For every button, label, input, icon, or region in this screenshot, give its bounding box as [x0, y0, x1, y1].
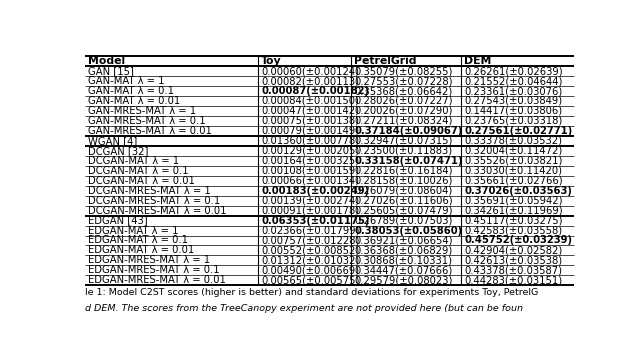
Text: 0.45117(±0.03275): 0.45117(±0.03275) — [464, 216, 563, 225]
Text: 0.37026(±0.03563): 0.37026(±0.03563) — [464, 185, 572, 196]
Text: 0.00565(±0.00575): 0.00565(±0.00575) — [261, 276, 360, 285]
Text: 0.00060(±0.00124): 0.00060(±0.00124) — [261, 66, 360, 76]
Text: 0.00075(±0.00138): 0.00075(±0.00138) — [261, 116, 360, 126]
Text: d DEM. The scores from the TreeCanopy experiment are not provided here (but can : d DEM. The scores from the TreeCanopy ex… — [85, 303, 523, 313]
Text: 0.42613(±0.03538): 0.42613(±0.03538) — [464, 256, 563, 265]
Text: EDGAN-MRES-MAT λ = 1: EDGAN-MRES-MAT λ = 1 — [88, 256, 210, 265]
Text: GAN [15]: GAN [15] — [88, 66, 134, 76]
Text: GAN-MAT λ = 0.01: GAN-MAT λ = 0.01 — [88, 96, 180, 106]
Text: 0.23500(±0.11883): 0.23500(±0.11883) — [354, 146, 452, 156]
Text: 0.00091(±0.00178): 0.00091(±0.00178) — [261, 205, 360, 216]
Text: 0.33158(±0.07471): 0.33158(±0.07471) — [354, 156, 463, 166]
Text: 0.00087(±0.00182): 0.00087(±0.00182) — [261, 86, 369, 96]
Text: 0.42583(±0.03558): 0.42583(±0.03558) — [464, 225, 563, 236]
Text: 0.36368(±0.06829): 0.36368(±0.06829) — [354, 245, 452, 256]
Text: 0.00082(±0.00113): 0.00082(±0.00113) — [261, 76, 360, 86]
Text: 0.00552(±0.00852): 0.00552(±0.00852) — [261, 245, 360, 256]
Text: 0.00183(±0.00249): 0.00183(±0.00249) — [261, 185, 369, 196]
Text: 0.33030(±0.11420): 0.33030(±0.11420) — [464, 166, 562, 176]
Text: Toy: Toy — [261, 56, 282, 66]
Text: 0.02366(±0.01799): 0.02366(±0.01799) — [261, 225, 360, 236]
Text: 0.34447(±0.07666): 0.34447(±0.07666) — [354, 265, 452, 276]
Text: 0.00757(±0.01228): 0.00757(±0.01228) — [261, 236, 360, 245]
Text: EDGAN-MRES-MAT λ = 0.01: EDGAN-MRES-MAT λ = 0.01 — [88, 276, 226, 285]
Text: 0.00490(±0.00669): 0.00490(±0.00669) — [261, 265, 360, 276]
Text: 0.26789(±0.07503): 0.26789(±0.07503) — [354, 216, 452, 225]
Text: 0.28158(±0.10026): 0.28158(±0.10026) — [354, 176, 452, 186]
Text: DEM: DEM — [464, 56, 492, 66]
Text: 0.00108(±0.00159): 0.00108(±0.00159) — [261, 166, 360, 176]
Text: 0.32004(±0.11472): 0.32004(±0.11472) — [464, 146, 563, 156]
Text: 0.26079(±0.08604): 0.26079(±0.08604) — [354, 185, 452, 196]
Text: 0.00129(±0.00205): 0.00129(±0.00205) — [261, 146, 360, 156]
Text: 0.42904(±0.02582): 0.42904(±0.02582) — [464, 245, 563, 256]
Text: DCGAN-MAT λ = 0.01: DCGAN-MAT λ = 0.01 — [88, 176, 195, 186]
Text: 0.21552(±0.04644): 0.21552(±0.04644) — [464, 76, 563, 86]
Text: 0.00047(±0.00142): 0.00047(±0.00142) — [261, 106, 360, 116]
Text: 0.22816(±0.16184): 0.22816(±0.16184) — [354, 166, 452, 176]
Text: 0.23361(±0.03076): 0.23361(±0.03076) — [464, 86, 563, 96]
Text: EDGAN-MAT λ = 0.01: EDGAN-MAT λ = 0.01 — [88, 245, 194, 256]
Text: 0.27553(±0.07228): 0.27553(±0.07228) — [354, 76, 452, 86]
Text: DCGAN-MRES-MAT λ = 0.01: DCGAN-MRES-MAT λ = 0.01 — [88, 205, 227, 216]
Text: 0.14417(±0.03806): 0.14417(±0.03806) — [464, 106, 563, 116]
Text: GAN-MAT λ = 0.1: GAN-MAT λ = 0.1 — [88, 86, 174, 96]
Text: 0.00066(±0.00134): 0.00066(±0.00134) — [261, 176, 360, 186]
Text: WGAN [4]: WGAN [4] — [88, 136, 137, 146]
Text: 0.00139(±0.00274): 0.00139(±0.00274) — [261, 196, 360, 205]
Text: EDGAN-MAT λ = 0.1: EDGAN-MAT λ = 0.1 — [88, 236, 188, 245]
Text: 0.00084(±0.00150): 0.00084(±0.00150) — [261, 96, 359, 106]
Text: GAN-MRES-MAT λ = 1: GAN-MRES-MAT λ = 1 — [88, 106, 196, 116]
Text: 0.32947(±0.07315): 0.32947(±0.07315) — [354, 136, 452, 146]
Text: DCGAN-MRES-MAT λ = 0.1: DCGAN-MRES-MAT λ = 0.1 — [88, 196, 220, 205]
Text: 0.30868(±0.10331): 0.30868(±0.10331) — [354, 256, 452, 265]
Text: 0.35526(±0.03821): 0.35526(±0.03821) — [464, 156, 563, 166]
Text: PetrelGrid: PetrelGrid — [354, 56, 417, 66]
Text: Model: Model — [88, 56, 125, 66]
Text: DCGAN-MAT λ = 0.1: DCGAN-MAT λ = 0.1 — [88, 166, 189, 176]
Text: GAN-MRES-MAT λ = 0.01: GAN-MRES-MAT λ = 0.01 — [88, 126, 212, 136]
Text: 0.27026(±0.11606): 0.27026(±0.11606) — [354, 196, 453, 205]
Text: 0.35691(±0.05942): 0.35691(±0.05942) — [464, 196, 563, 205]
Text: 0.29579(±0.08023): 0.29579(±0.08023) — [354, 276, 452, 285]
Text: DCGAN-MAT λ = 1: DCGAN-MAT λ = 1 — [88, 156, 179, 166]
Text: 0.33378(±0.03532): 0.33378(±0.03532) — [464, 136, 562, 146]
Text: GAN-MRES-MAT λ = 0.1: GAN-MRES-MAT λ = 0.1 — [88, 116, 205, 126]
Text: 0.35079(±0.08255): 0.35079(±0.08255) — [354, 66, 452, 76]
Text: 0.43378(±0.03587): 0.43378(±0.03587) — [464, 265, 562, 276]
Text: 0.27211(±0.08324): 0.27211(±0.08324) — [354, 116, 452, 126]
Text: 0.27561(±0.02771): 0.27561(±0.02771) — [464, 126, 572, 136]
Text: 0.27543(±0.03849): 0.27543(±0.03849) — [464, 96, 563, 106]
Text: le 1: Model C2ST scores (higher is better) and standard deviations for experimen: le 1: Model C2ST scores (higher is bette… — [85, 288, 538, 297]
Text: DCGAN-MRES-MAT λ = 1: DCGAN-MRES-MAT λ = 1 — [88, 185, 211, 196]
Text: 0.25605(±0.07479): 0.25605(±0.07479) — [354, 205, 452, 216]
Text: 0.37184(±0.09067): 0.37184(±0.09067) — [354, 126, 463, 136]
Text: 0.38053(±0.05860): 0.38053(±0.05860) — [354, 225, 462, 236]
Text: EDGAN-MRES-MAT λ = 0.1: EDGAN-MRES-MAT λ = 0.1 — [88, 265, 220, 276]
Text: 0.45752(±0.03239): 0.45752(±0.03239) — [464, 236, 572, 245]
Text: 0.01360(±0.00778): 0.01360(±0.00778) — [261, 136, 360, 146]
Text: 0.26261(±0.02639): 0.26261(±0.02639) — [464, 66, 563, 76]
Text: 0.20026(±0.07290): 0.20026(±0.07290) — [354, 106, 452, 116]
Text: 0.35661(±0.02766): 0.35661(±0.02766) — [464, 176, 563, 186]
Text: 0.34261(±0.11969): 0.34261(±0.11969) — [464, 205, 563, 216]
Text: DCGAN [32]: DCGAN [32] — [88, 146, 148, 156]
Text: GAN-MAT λ = 1: GAN-MAT λ = 1 — [88, 76, 164, 86]
Text: 0.23765(±0.03318): 0.23765(±0.03318) — [464, 116, 563, 126]
Text: 0.06353(±0.01175): 0.06353(±0.01175) — [261, 216, 370, 225]
Text: 0.00164(±0.00325): 0.00164(±0.00325) — [261, 156, 360, 166]
Text: 0.36921(±0.06654): 0.36921(±0.06654) — [354, 236, 452, 245]
Text: 0.00079(±0.00149): 0.00079(±0.00149) — [261, 126, 360, 136]
Text: EDGAN-MAT λ = 1: EDGAN-MAT λ = 1 — [88, 225, 179, 236]
Text: EDGAN [43]: EDGAN [43] — [88, 216, 148, 225]
Text: 0.35368(±0.06642): 0.35368(±0.06642) — [354, 86, 452, 96]
Text: 0.44283(±0.03151): 0.44283(±0.03151) — [464, 276, 563, 285]
Text: 0.28026(±0.07227): 0.28026(±0.07227) — [354, 96, 452, 106]
Text: 0.01312(±0.01032): 0.01312(±0.01032) — [261, 256, 360, 265]
